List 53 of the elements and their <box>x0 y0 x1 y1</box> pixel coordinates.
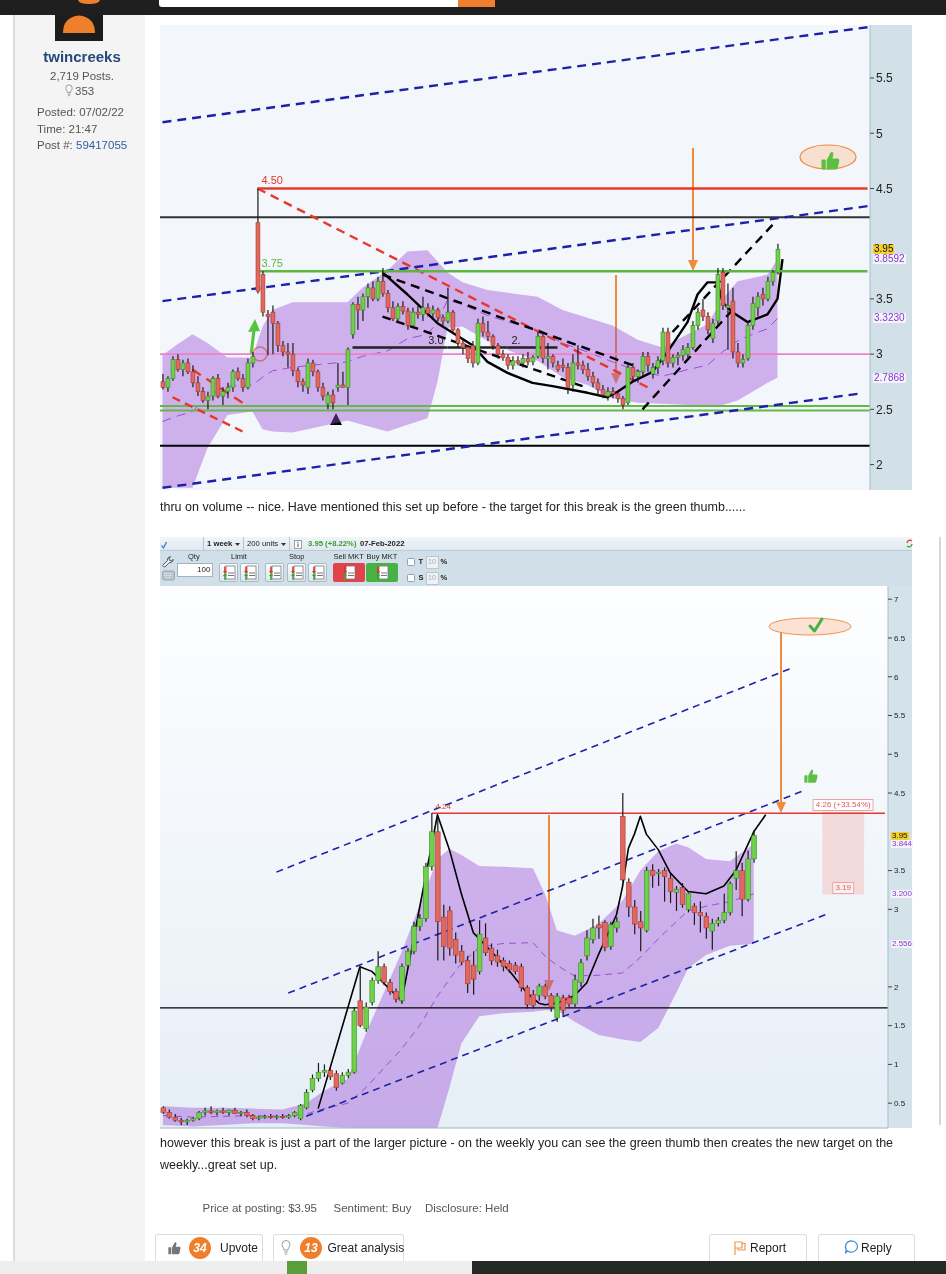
text: Reply <box>861 1241 892 1256</box>
band-label: 4.26 (+33.54%) <box>812 798 874 811</box>
annotation: 2.556 <box>891 938 914 948</box>
annotation: 3.95 <box>873 243 895 255</box>
y-tick-label: 5.5 <box>876 71 894 86</box>
y-tick-label: 5 <box>894 750 899 760</box>
text: 2,719 Posts. <box>50 69 114 83</box>
y-tick-label: 3 <box>894 905 899 915</box>
text: Post #: <box>37 139 73 151</box>
text: Price at posting: $3.95 <box>202 1201 317 1215</box>
text: Sentiment: Buy <box>333 1201 412 1215</box>
annotation: 3.95 <box>891 830 909 840</box>
y-tick-label: 4.5 <box>876 181 894 196</box>
y-tick-label: 5 <box>876 126 883 141</box>
annotation: 3.19 <box>832 881 855 894</box>
y-tick-label: 3.5 <box>894 866 906 876</box>
y-tick-label: 5.5 <box>894 711 906 721</box>
text: Great analysis <box>327 1241 405 1256</box>
y-tick-label: 2 <box>894 982 899 992</box>
annotation: 3.200 <box>891 888 914 898</box>
text: Report <box>750 1241 787 1256</box>
series-label: 4.50 <box>261 174 283 187</box>
y-tick-label: 1 <box>894 1060 899 1070</box>
annotation: 3.3230 <box>873 312 906 324</box>
text: thru on volume -- nice. Have mentioned this set up before - the target for this break is the green thumb...... <box>160 500 746 514</box>
annotation: 3.844 <box>891 838 914 848</box>
text: Posted: 07/02/22 <box>37 105 124 119</box>
y-tick-label: 0.5 <box>894 1099 906 1109</box>
text: 100 <box>197 565 211 575</box>
text: Upvote <box>220 1241 259 1256</box>
text: however this break is just a part of the larger picture - on the weekly you can see the green thumb then creates the new target on the weekly...great set up. <box>160 1136 894 1172</box>
y-tick-label: 6.5 <box>894 633 906 643</box>
text: Time: 21:47 <box>37 122 98 136</box>
text: 34 <box>189 1237 211 1259</box>
series-label: 2. <box>511 333 521 346</box>
y-tick-label: 2 <box>876 457 883 472</box>
text: twincreeks <box>43 47 121 66</box>
text: Disclosure: Held <box>425 1201 509 1215</box>
y-tick-label: 3 <box>876 347 883 362</box>
text: 13 <box>300 1237 322 1259</box>
annotation: 2.7868 <box>873 371 906 383</box>
y-tick-label: 1.5 <box>894 1021 906 1031</box>
y-tick-label: 4.5 <box>894 788 906 798</box>
annotation: 3.8592 <box>873 253 906 265</box>
series-label: 3.75 <box>261 257 283 270</box>
y-tick-label: 7 <box>894 595 899 605</box>
series-label: 3.0 <box>428 333 444 346</box>
y-tick-label: 6 <box>894 672 899 682</box>
text: 353 <box>75 84 95 98</box>
series-label: 4.24 <box>435 802 452 812</box>
y-tick-label: 2.5 <box>876 402 894 417</box>
text: 59417055 <box>76 139 128 151</box>
y-tick-label: 3.5 <box>876 292 894 307</box>
